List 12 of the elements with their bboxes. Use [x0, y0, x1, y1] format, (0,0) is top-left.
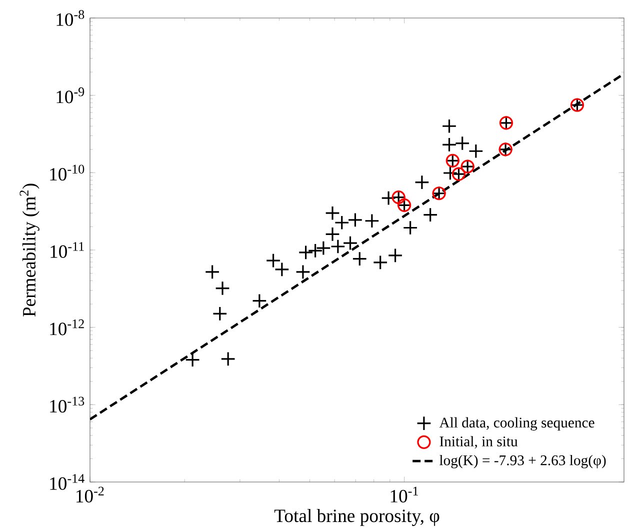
y-tick-label: 10$^{-11}$ — [50, 242, 84, 258]
y-tick-label: 10$^{-13}$ — [50, 396, 84, 412]
legend-label: All data, cooling sequence — [439, 417, 594, 430]
legend-label: log(K) = -7.93 + 2.63 log(φ) — [439, 454, 606, 468]
y-tick-label: 10$^{-9}$ — [56, 87, 84, 104]
y-tick-label: 10$^{-10}$ — [50, 164, 84, 180]
y-tick-label: 10$^{-8}$ — [56, 10, 84, 26]
y-axis-title: Permeability (m$^{2}$) — [20, 184, 40, 316]
x-tick-label: 10$^{-1}$ — [390, 486, 418, 502]
x-axis-title: Total brine porosity, φ — [274, 508, 440, 526]
legend-label: Initial, in situ — [440, 436, 518, 448]
y-tick-label: 10$^{-12}$ — [50, 319, 84, 336]
